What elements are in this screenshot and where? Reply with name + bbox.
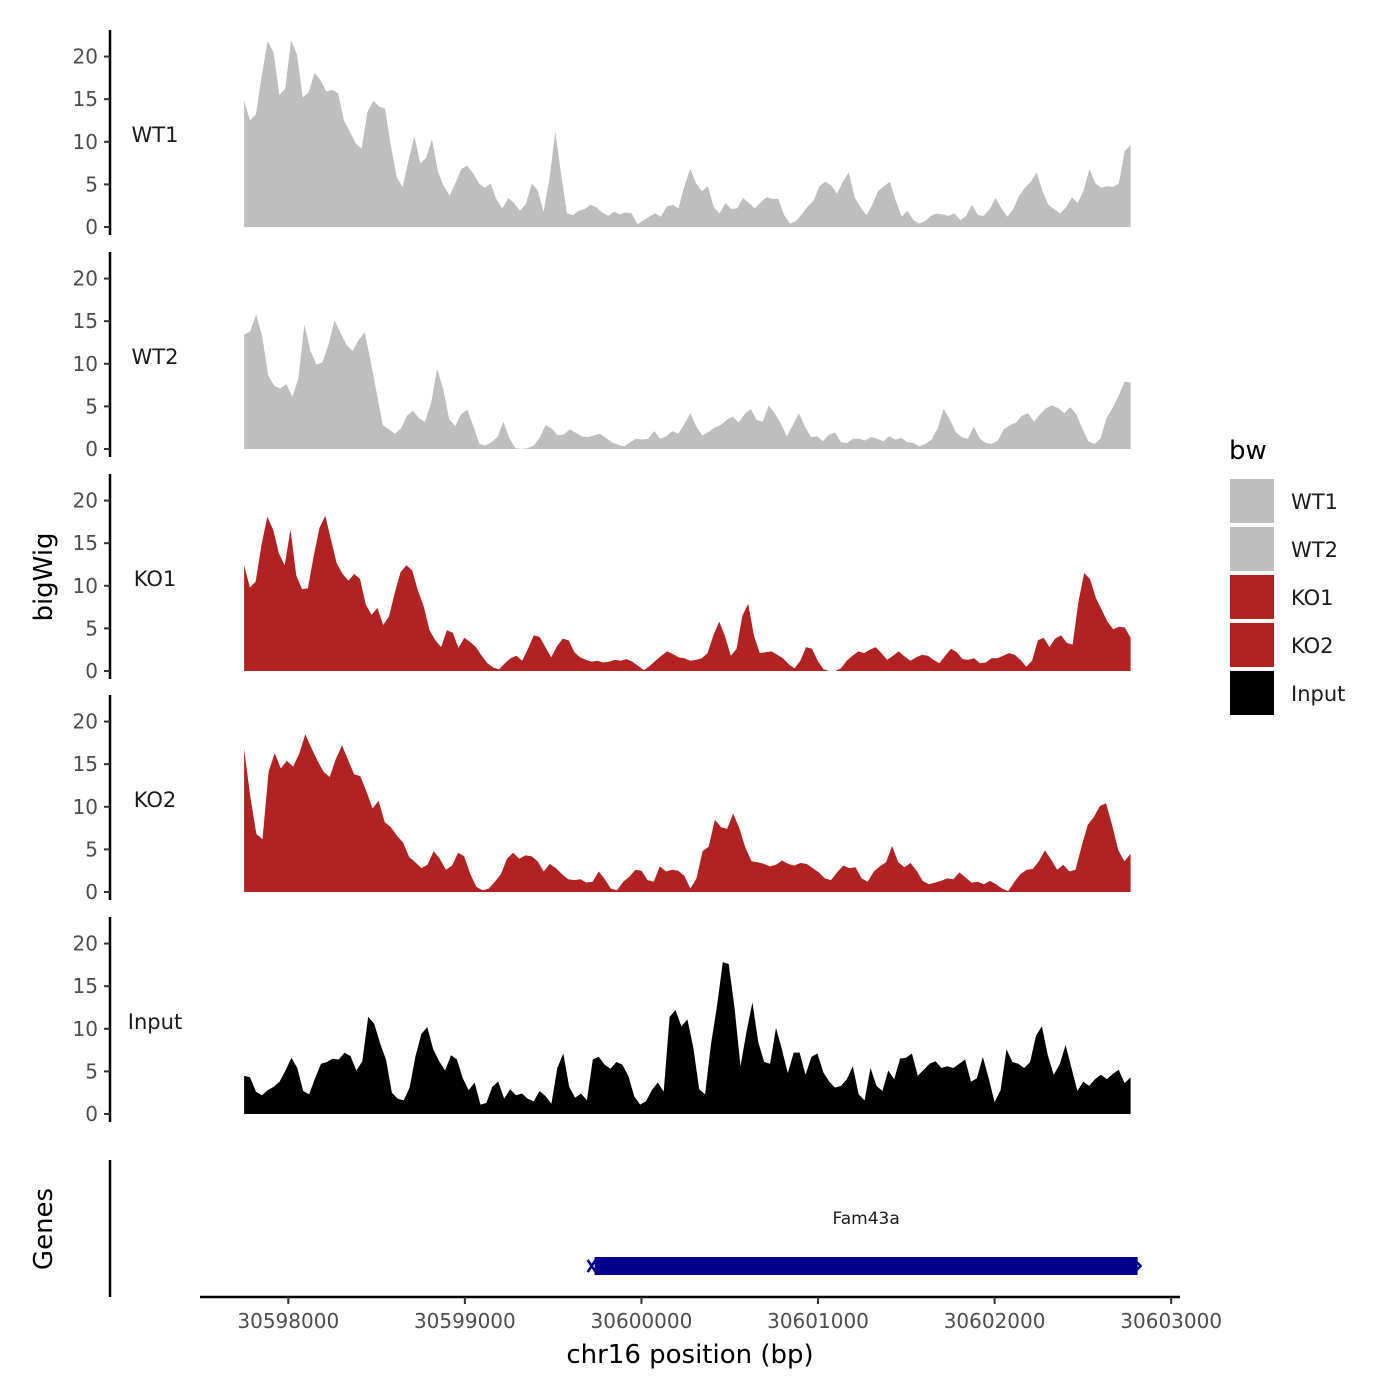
legend: WT1 WT2 KO1 KO2 Input [1230, 479, 1345, 715]
gene-end-marker [1133, 1259, 1143, 1273]
y-tick-label: 0 [85, 1102, 98, 1126]
gene-start-marker [586, 1259, 597, 1273]
x-tick-label: 30598000 [237, 1309, 339, 1333]
y-tick-label: 20 [73, 45, 98, 69]
area-ko2 [244, 734, 1131, 892]
legend-item-wt1: WT1 [1230, 479, 1338, 523]
legend-label: WT1 [1291, 490, 1338, 514]
y-tick-label: 5 [85, 1059, 98, 1083]
y-tick-label: 15 [73, 531, 98, 555]
legend-title: bw [1229, 436, 1267, 466]
legend-item-wt2: WT2 [1230, 527, 1338, 571]
track-label-input: Input [128, 1010, 182, 1034]
track-input: 0 5 10 15 20 Input [73, 917, 1131, 1126]
legend-item-ko2: KO2 [1230, 623, 1334, 667]
y-tick-label: 10 [73, 130, 98, 154]
y-tick-label: 10 [73, 352, 98, 376]
legend-label: WT2 [1291, 538, 1338, 562]
track-panels: 0 5 10 15 20 WT1 0 5 10 15 20 WT2 0 5 10 15 20 KO1 0 5 10 15 2… [73, 30, 1131, 1126]
y-tick-label: 0 [85, 880, 98, 904]
track-wt2: 0 5 10 15 20 WT2 [73, 252, 1131, 461]
track-wt1: 0 5 10 15 20 WT1 [73, 30, 1131, 239]
legend-swatch [1230, 479, 1274, 523]
y-tick-label: 5 [85, 837, 98, 861]
genes-track: Fam43a [108, 1160, 1143, 1297]
y-tick-label: 5 [85, 172, 98, 196]
y-tick-label: 10 [73, 1017, 98, 1041]
area-ko1 [244, 515, 1131, 671]
legend-label: KO1 [1291, 586, 1334, 610]
y-tick-label: 15 [73, 974, 98, 998]
track-label-ko1: KO1 [134, 567, 177, 591]
y-tick-label: 20 [73, 489, 98, 513]
y-tick-label: 5 [85, 394, 98, 418]
gene-body [594, 1257, 1138, 1275]
y-tick-label: 0 [85, 437, 98, 461]
y-tick-label: 10 [73, 795, 98, 819]
x-tick-label: 30599000 [414, 1309, 516, 1333]
area-input [244, 962, 1131, 1114]
legend-label: KO2 [1291, 634, 1334, 658]
legend-swatch [1230, 671, 1274, 715]
x-tick-label: 30602000 [944, 1309, 1046, 1333]
track-ko2: 0 5 10 15 20 KO2 [73, 695, 1131, 904]
x-axis-title: chr16 position (bp) [566, 1340, 813, 1370]
x-tick-label: 30603000 [1120, 1309, 1222, 1333]
y-tick-label: 15 [73, 87, 98, 111]
genes-track-title: Genes [29, 1188, 59, 1270]
legend-swatch [1230, 623, 1274, 667]
y-tick-label: 10 [73, 574, 98, 598]
legend-item-input: Input [1230, 671, 1345, 715]
y-tick-label: 20 [73, 267, 98, 291]
legend-swatch [1230, 575, 1274, 619]
y-tick-label: 0 [85, 215, 98, 239]
x-tick-label: 30601000 [767, 1309, 869, 1333]
legend-label: Input [1291, 682, 1345, 706]
y-tick-label: 0 [85, 659, 98, 683]
legend-item-ko1: KO1 [1230, 575, 1334, 619]
y-tick-label: 15 [73, 309, 98, 333]
track-label-wt2: WT2 [132, 345, 179, 369]
area-wt1 [244, 40, 1131, 228]
gene-label: Fam43a [833, 1209, 900, 1229]
track-label-wt1: WT1 [132, 123, 179, 147]
y-tick-label: 20 [73, 710, 98, 734]
track-ko1: 0 5 10 15 20 KO1 [73, 474, 1131, 683]
x-tick-label: 30600000 [591, 1309, 693, 1333]
y-axis-title: bigWig [29, 532, 59, 621]
x-axis: 30598000 30599000 30600000 30601000 30602000… [200, 1295, 1222, 1333]
legend-swatch [1230, 527, 1274, 571]
y-tick-label: 5 [85, 616, 98, 640]
track-label-ko2: KO2 [134, 788, 177, 812]
y-tick-label: 15 [73, 752, 98, 776]
area-wt2 [244, 314, 1131, 449]
y-tick-label: 20 [73, 932, 98, 956]
